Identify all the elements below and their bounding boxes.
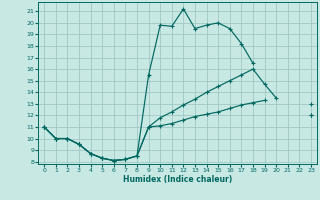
X-axis label: Humidex (Indice chaleur): Humidex (Indice chaleur) (123, 175, 232, 184)
